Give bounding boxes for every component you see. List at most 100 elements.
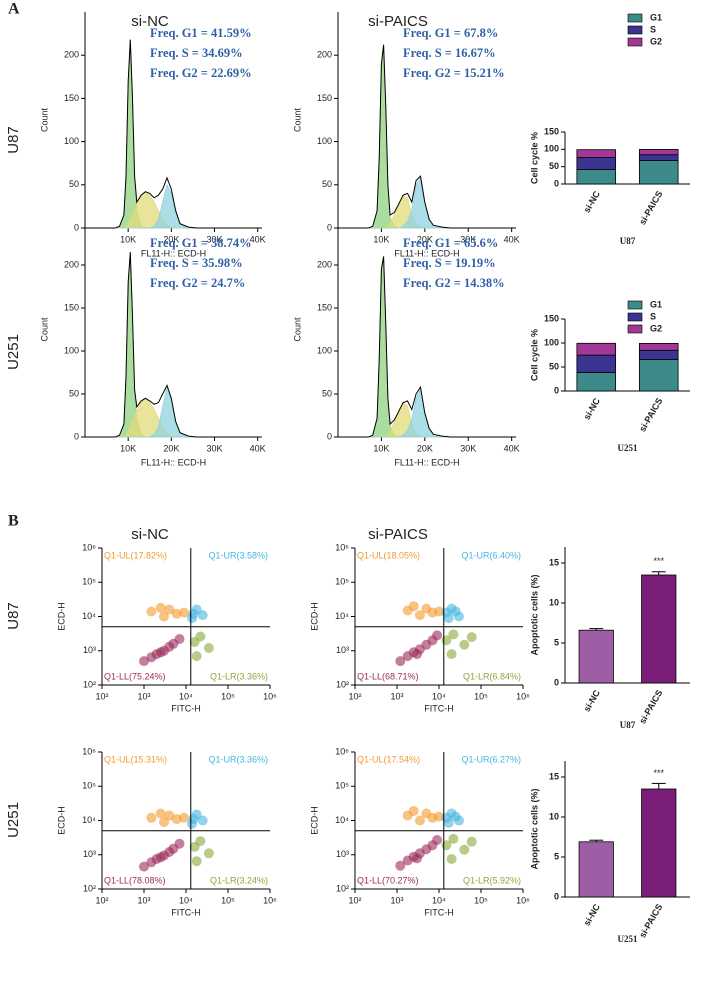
event-point bbox=[443, 817, 454, 828]
row-label: U251 bbox=[5, 334, 22, 370]
row-label: U87 bbox=[5, 126, 22, 154]
x-tick-label: 30K bbox=[207, 234, 223, 244]
event-point bbox=[179, 607, 190, 618]
x-tick-label: 10³ bbox=[390, 895, 403, 905]
column-header: si-NC bbox=[131, 13, 169, 30]
x-axis-label: U87 bbox=[620, 720, 636, 730]
x-tick-label: 10³ bbox=[137, 691, 150, 701]
event-point bbox=[155, 602, 166, 613]
event-point bbox=[459, 639, 470, 650]
y-tick-label: 0 bbox=[74, 222, 79, 232]
x-axis-label: U251 bbox=[618, 934, 638, 944]
y-axis-label: ECD-H bbox=[309, 806, 319, 835]
event-point bbox=[146, 606, 157, 617]
histogram-line bbox=[115, 252, 198, 438]
quadrant-label: Q1-UL(18.05%) bbox=[357, 550, 420, 560]
category-label: si-NC bbox=[582, 189, 603, 215]
y-tick-label: 50 bbox=[549, 361, 559, 371]
y-axis-label: ECD-H bbox=[309, 602, 319, 631]
bar-segment bbox=[638, 160, 679, 185]
x-tick-label: 10² bbox=[95, 895, 108, 905]
y-tick-label: 50 bbox=[549, 161, 559, 171]
frequency-label: Freq. G2 = 15.21% bbox=[403, 66, 505, 80]
frequency-label: Freq. G1 = 38.74% bbox=[150, 236, 252, 250]
y-tick-label: 0 bbox=[554, 677, 559, 687]
event-point bbox=[203, 643, 214, 653]
significance: *** bbox=[653, 768, 664, 778]
event-point bbox=[146, 812, 157, 823]
bar-segment bbox=[576, 157, 617, 170]
event-point bbox=[155, 808, 166, 819]
x-tick-label: 20K bbox=[417, 443, 433, 453]
event-point bbox=[159, 611, 169, 622]
event-point bbox=[139, 861, 149, 872]
x-tick-label: 10³ bbox=[390, 691, 403, 701]
quadrant-label: Q1-UL(15.31%) bbox=[104, 754, 167, 764]
y-axis-label: Count bbox=[39, 317, 49, 342]
frequency-label: Freq. G1 = 67.8% bbox=[403, 26, 498, 40]
x-axis-label: U87 bbox=[620, 236, 636, 246]
event-point bbox=[197, 610, 208, 621]
bar bbox=[578, 841, 614, 898]
event-point bbox=[443, 613, 454, 624]
event-point bbox=[434, 606, 444, 617]
y-axis-label: Count bbox=[292, 108, 302, 133]
quadrant-label: Q1-LR(5.92%) bbox=[463, 875, 521, 885]
legend-swatch bbox=[627, 312, 643, 322]
event-point bbox=[187, 613, 198, 624]
y-tick-label: 10 bbox=[549, 597, 559, 607]
y-tick-label: 150 bbox=[317, 302, 332, 312]
y-tick-label: 100 bbox=[317, 136, 332, 146]
event-point bbox=[155, 647, 166, 658]
peak-area bbox=[368, 176, 451, 229]
x-axis-label: FITC-H bbox=[424, 907, 454, 917]
event-point bbox=[203, 848, 214, 859]
x-tick-label: 10K bbox=[373, 234, 389, 244]
y-tick-label: 10² bbox=[336, 883, 349, 893]
frequency-label: Freq. G2 = 22.69% bbox=[150, 66, 252, 80]
event-point bbox=[179, 812, 190, 823]
frequency-label: Freq. S = 19.19% bbox=[403, 256, 496, 270]
y-axis-label: Count bbox=[292, 317, 302, 342]
legend-label: G2 bbox=[650, 323, 662, 333]
x-tick-label: 10² bbox=[348, 691, 361, 701]
y-tick-label: 50 bbox=[322, 179, 332, 189]
x-tick-label: 40K bbox=[250, 443, 266, 453]
y-tick-label: 200 bbox=[317, 50, 332, 60]
legend-swatch bbox=[627, 324, 643, 334]
x-axis-label: FITC-H bbox=[424, 703, 454, 713]
x-axis-label: FL11-H:: ECD-H bbox=[141, 457, 206, 467]
event-point bbox=[450, 811, 461, 822]
y-axis-label: Apoptotic cells (%) bbox=[529, 788, 539, 869]
event-point bbox=[446, 854, 457, 864]
column-header: si-PAICS bbox=[368, 13, 428, 30]
y-axis-label: ECD-H bbox=[56, 602, 66, 631]
frequency-label: Freq. G2 = 24.7% bbox=[150, 276, 245, 290]
quadrant-label: Q1-LL(70.27%) bbox=[357, 875, 419, 885]
event-point bbox=[432, 835, 443, 845]
y-tick-label: 0 bbox=[74, 431, 79, 441]
x-tick-label: 40K bbox=[504, 234, 520, 244]
y-tick-label: 150 bbox=[544, 126, 559, 136]
event-point bbox=[466, 632, 477, 643]
y-tick-label: 10³ bbox=[336, 645, 349, 655]
y-tick-label: 50 bbox=[69, 388, 79, 398]
quadrant-label: Q1-LR(3.36%) bbox=[210, 671, 268, 681]
y-tick-label: 10² bbox=[336, 679, 349, 689]
legend-label: G2 bbox=[650, 36, 662, 46]
y-tick-label: 10⁵ bbox=[82, 781, 96, 791]
x-tick-label: 10⁴ bbox=[432, 895, 446, 905]
x-axis-label: FITC-H bbox=[171, 703, 201, 713]
x-tick-label: 10⁵ bbox=[474, 895, 488, 905]
histogram-line bbox=[368, 44, 451, 229]
x-tick-label: 10⁵ bbox=[221, 691, 235, 701]
y-tick-label: 10 bbox=[549, 811, 559, 821]
legend-swatch bbox=[627, 25, 643, 35]
y-tick-label: 10⁵ bbox=[335, 577, 349, 587]
event-point bbox=[174, 838, 185, 849]
y-tick-label: 15 bbox=[549, 557, 559, 567]
event-point bbox=[450, 606, 461, 617]
y-tick-label: 100 bbox=[317, 345, 332, 355]
category-label: si-NC bbox=[582, 688, 603, 714]
